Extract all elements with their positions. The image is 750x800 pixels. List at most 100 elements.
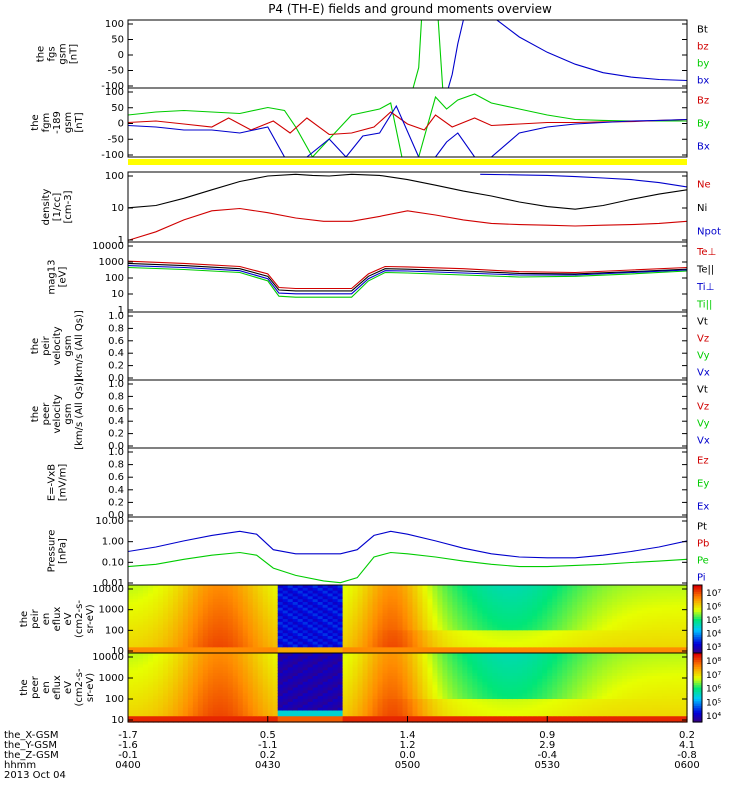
heatmap-cell <box>177 667 184 671</box>
heatmap-cell <box>467 650 473 654</box>
heatmap-cell <box>452 644 459 648</box>
heatmap-cell <box>672 599 678 603</box>
heatmap-cell <box>547 613 553 617</box>
heatmap-cell <box>297 684 304 689</box>
heatmap-cell <box>417 693 424 697</box>
heatmap-cell <box>317 616 324 620</box>
heatmap-cell <box>262 687 269 691</box>
heatmap-cell <box>197 587 204 592</box>
heatmap-cell <box>477 653 483 657</box>
heatmap-cell <box>392 596 399 600</box>
heatmap-cell <box>128 707 134 712</box>
heatmap-cell <box>272 707 279 712</box>
heatmap-cell <box>522 667 528 671</box>
heatmap-cell <box>542 624 548 629</box>
heatmap-cell <box>472 607 478 612</box>
heatmap-cell <box>227 687 234 691</box>
colorbar-segment <box>693 587 702 591</box>
heatmap-cell <box>307 701 314 706</box>
heatmap-cell <box>582 638 588 643</box>
heatmap-cell <box>457 655 464 660</box>
heatmap-cell <box>187 636 194 640</box>
heatmap-cell <box>132 607 139 612</box>
heatmap-cell <box>387 593 394 597</box>
heatmap-cell <box>582 587 588 592</box>
heatmap-cell <box>162 636 169 640</box>
heatmap-cell <box>502 701 508 706</box>
heatmap-cell <box>332 670 339 674</box>
heatmap-cell <box>512 658 518 663</box>
heatmap-cell <box>362 624 369 629</box>
heatmap-cell <box>517 627 523 631</box>
heatmap-cell <box>327 604 334 609</box>
heatmap-cell <box>427 647 434 651</box>
heatmap-cell <box>552 610 558 614</box>
heatmap-cell <box>422 644 429 648</box>
heatmap-cell <box>247 599 254 603</box>
heatmap-cell <box>562 644 568 648</box>
heatmap-cell <box>352 701 359 706</box>
heatmap-cell <box>427 602 434 606</box>
heatmap-cell <box>147 610 154 614</box>
heatmap-cell <box>592 604 598 609</box>
heatmap-cell <box>582 590 588 595</box>
heatmap-cell <box>437 678 444 683</box>
heatmap-cell <box>242 647 249 651</box>
heatmap-cell <box>622 613 628 617</box>
heatmap-cell <box>257 610 264 614</box>
heatmap-cell <box>142 696 149 700</box>
heatmap-cell <box>372 613 379 617</box>
heatmap-cell <box>137 607 144 612</box>
heatmap-cell <box>512 678 518 683</box>
heatmap-cell <box>517 653 523 657</box>
heatmap-cell <box>272 684 279 689</box>
colorbar-segment <box>693 628 702 631</box>
heatmap-cell <box>332 593 339 597</box>
heatmap-cell <box>137 670 144 674</box>
heatmap-cell <box>277 701 284 706</box>
heatmap-cell <box>128 619 134 623</box>
heatmap-cell <box>397 641 404 646</box>
heatmap-cell <box>197 667 204 671</box>
heatmap-cell <box>352 719 359 723</box>
heatmap-cell <box>167 610 174 614</box>
heatmap-cell <box>432 693 439 697</box>
heatmap-cell <box>167 713 174 717</box>
heatmap-cell <box>377 655 384 660</box>
heatmap-cell <box>437 667 444 671</box>
heatmap-cell <box>332 667 339 671</box>
heatmap-cell <box>152 610 159 614</box>
y-axis-label: fgs <box>47 46 58 61</box>
heatmap-cell <box>287 590 294 595</box>
heatmap-cell <box>572 627 578 631</box>
heatmap-cell <box>307 678 314 683</box>
heatmap-cell <box>477 693 483 697</box>
heatmap-cell <box>552 644 558 648</box>
heatmap-cell <box>537 664 543 668</box>
heatmap-cell <box>252 681 259 686</box>
heatmap-cell <box>602 596 608 600</box>
heatmap-cell <box>287 585 294 589</box>
heatmap-cell <box>342 604 349 609</box>
y-tick-label: 100 <box>105 273 124 284</box>
heatmap-cell <box>327 587 334 592</box>
heatmap-cell <box>392 599 399 603</box>
heatmap-cell <box>352 619 359 623</box>
heatmap-cell <box>172 699 179 703</box>
heatmap-cell <box>367 653 374 657</box>
heatmap-cell <box>187 630 194 634</box>
heatmap-cell <box>497 636 503 640</box>
heatmap-cell <box>442 585 449 589</box>
heatmap-cell <box>302 655 309 660</box>
heatmap-cell <box>457 627 464 631</box>
heatmap-cell <box>612 593 618 597</box>
heatmap-cell <box>422 599 429 603</box>
heatmap-cell <box>637 630 643 634</box>
heatmap-cell <box>167 696 174 700</box>
heatmap-cell <box>282 693 289 697</box>
heatmap-cell <box>447 716 454 720</box>
heatmap-cell <box>292 647 299 651</box>
heatmap-cell <box>307 627 314 631</box>
heatmap-cell <box>427 655 434 660</box>
heatmap-cell <box>437 719 444 723</box>
